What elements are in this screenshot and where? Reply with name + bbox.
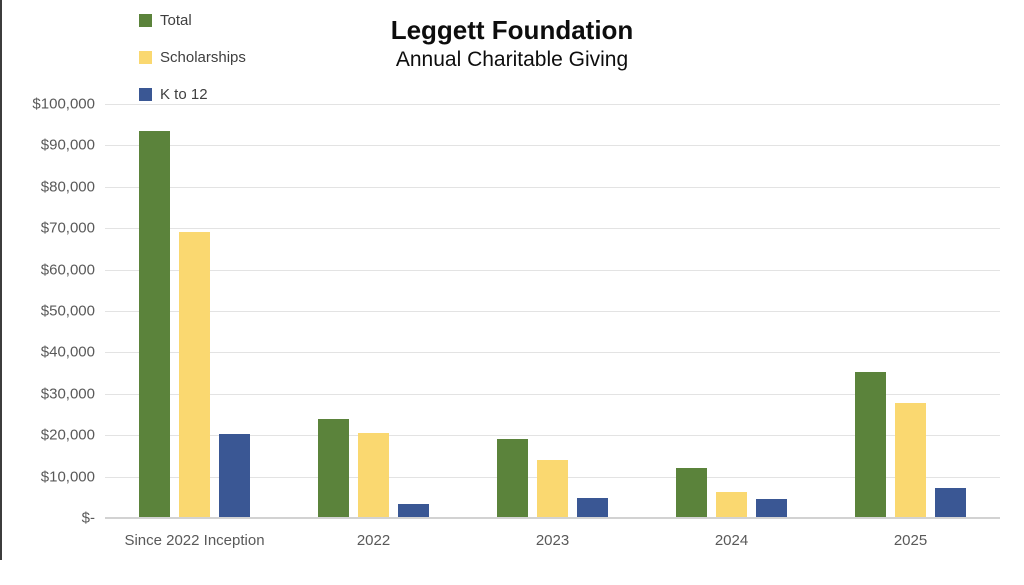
gridline	[105, 186, 1000, 188]
legend-label: K to 12	[160, 85, 208, 103]
legend-label: Total	[160, 11, 192, 29]
gridline	[105, 393, 1000, 395]
y-tick-label: $40,000	[40, 343, 95, 361]
x-category-label-2025: 2025	[893, 532, 928, 549]
bar-scholarships-2022	[358, 432, 389, 518]
bar-total-2025	[855, 372, 886, 518]
legend: Total Scholarships K to 12	[139, 8, 246, 119]
legend-swatch-total-icon	[139, 13, 152, 27]
y-tick-label: $-	[81, 509, 95, 527]
y-tick-label: $80,000	[40, 178, 95, 196]
legend-item-total: Total	[139, 8, 246, 32]
bar-total-2024	[676, 468, 707, 518]
bar-total-2023	[497, 439, 528, 518]
legend-item-scholarships: Scholarships	[139, 45, 246, 69]
bar-group-2025	[821, 104, 1000, 518]
x-axis-line	[105, 517, 1000, 519]
y-tick-label: $100,000	[32, 95, 95, 113]
bar-group-2022	[284, 104, 463, 518]
y-tick-label: $50,000	[40, 302, 95, 320]
y-tick-label: $10,000	[40, 468, 95, 486]
bar-k-to-12-2022	[398, 503, 429, 518]
bar-k-to-12-2024	[756, 499, 787, 518]
bar-scholarships-2025	[895, 402, 926, 518]
bar-group-2023	[463, 104, 642, 518]
bar-k-to-12-since-2022-inception	[219, 433, 250, 518]
x-category-label-2024: 2024	[714, 532, 749, 549]
x-category-label-2023: 2023	[535, 532, 570, 549]
legend-item-k-to-12: K to 12	[139, 82, 246, 106]
y-tick-label: $30,000	[40, 385, 95, 403]
x-category-label-2022: 2022	[356, 532, 391, 549]
gridline	[105, 435, 1000, 437]
bar-total-since-2022-inception	[139, 130, 170, 518]
x-category-label-since-2022-inception: Since 2022 Inception	[124, 532, 265, 549]
bar-series	[105, 104, 1000, 518]
y-tick-label: $70,000	[40, 219, 95, 237]
gridline	[105, 228, 1000, 230]
gridline	[105, 145, 1000, 147]
y-tick-label: $20,000	[40, 426, 95, 444]
bar-scholarships-2023	[537, 460, 568, 518]
y-tick-label: $60,000	[40, 261, 95, 279]
x-axis-category-labels: Since 2022 Inception 2022 2023 2024 2025	[105, 532, 1000, 549]
bar-scholarships-since-2022-inception	[179, 232, 210, 518]
legend-swatch-scholarships-icon	[139, 50, 152, 64]
gridline	[105, 104, 1000, 105]
bar-group-2024	[642, 104, 821, 518]
bar-k-to-12-2025	[935, 487, 966, 518]
y-tick-label: $90,000	[40, 136, 95, 154]
bar-total-2022	[318, 418, 349, 518]
bar-group-since-2022-inception	[105, 104, 284, 518]
gridline	[105, 311, 1000, 312]
gridline	[105, 352, 1000, 354]
bar-scholarships-2024	[716, 491, 747, 518]
window-left-border	[0, 0, 2, 560]
legend-swatch-k-to-12-icon	[139, 87, 152, 101]
legend-label: Scholarships	[160, 48, 246, 66]
plot-area	[105, 104, 1000, 519]
gridline	[105, 269, 1000, 271]
bar-k-to-12-2023	[577, 498, 608, 518]
